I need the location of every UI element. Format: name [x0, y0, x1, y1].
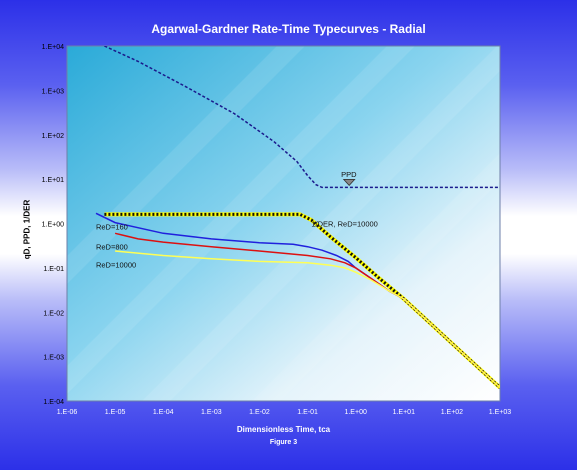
series-line-4	[115, 250, 500, 389]
x-tick-label: 1.E-02	[249, 409, 270, 416]
background-band	[142, 46, 500, 401]
figure-caption: Figure 3	[269, 439, 298, 446]
y-axis-label: qD, PPD, 1/DER	[22, 199, 32, 260]
y-tick-label: 1.E+03	[42, 88, 64, 95]
annotation-label: ReD=800	[96, 243, 128, 252]
annotation-label: ReD=160	[96, 223, 128, 232]
ppd-arrow-head	[342, 179, 356, 187]
background-band	[362, 263, 500, 401]
y-tick-label: 1.E-01	[43, 266, 64, 273]
y-tick-label: 1.E-02	[43, 310, 64, 317]
annotation-label: ReD=10000	[96, 260, 136, 269]
y-tick-label: 1.E-04	[43, 399, 64, 406]
x-tick-label: 1.E+02	[441, 409, 463, 416]
plot-border	[66, 45, 501, 402]
y-tick-label: 1.E+04	[42, 44, 64, 51]
background-band	[527, 1, 577, 401]
background-band	[67, 46, 415, 394]
x-tick-label: 1.E+01	[393, 409, 415, 416]
y-tick-label: 1.E-03	[43, 355, 64, 362]
x-tick-label: 1.E-01	[297, 409, 318, 416]
series-group	[95, 46, 500, 390]
x-tick-label: 1.E-06	[57, 409, 78, 416]
x-tick-label: 1.E+03	[489, 409, 511, 416]
y-tick-label: 1.E+00	[42, 222, 64, 229]
chart-title: Agarwal-Gardner Rate-Time Typecurves - R…	[151, 22, 426, 36]
x-tick-label: 1.E+00	[344, 409, 366, 416]
annotation-label: PPD	[341, 170, 357, 179]
x-tick-label: 1.E-05	[105, 409, 126, 416]
x-axis-label: Dimensionless Time, tca	[236, 425, 331, 434]
plot-area	[67, 46, 500, 401]
series-line-ppd	[104, 46, 500, 189]
y-tick-label: 1.E+02	[42, 133, 64, 140]
y-tick-label: 1.E+01	[42, 177, 64, 184]
x-tick-label: 1.E-04	[153, 409, 174, 416]
annotation-label: 1/DER, ReD=10000	[311, 220, 378, 229]
x-tick-label: 1.E-03	[201, 409, 222, 416]
